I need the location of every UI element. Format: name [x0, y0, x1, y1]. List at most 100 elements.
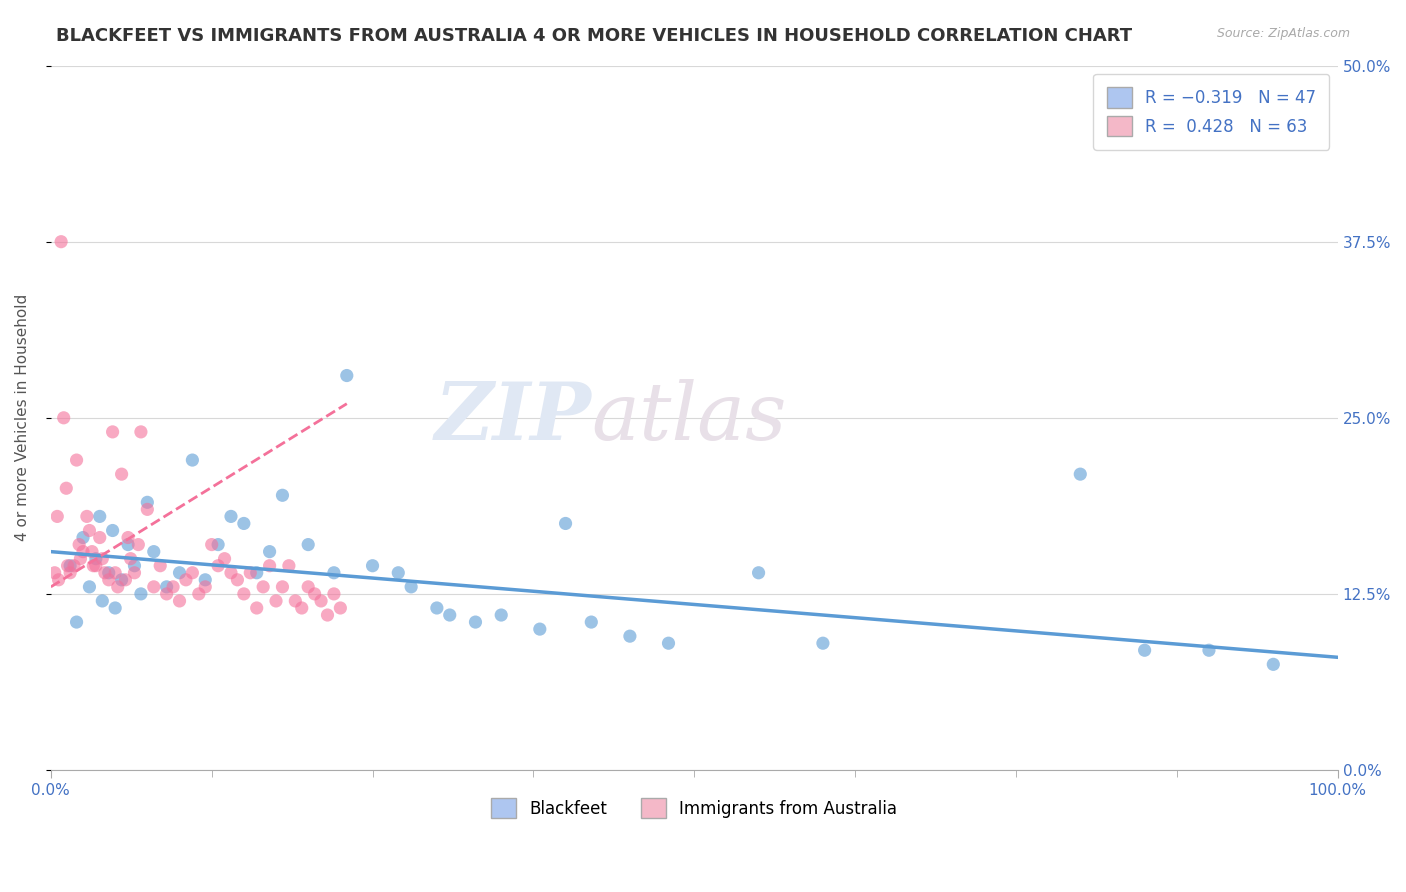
- Point: [304, 587, 326, 601]
- Point: [259, 558, 281, 573]
- Y-axis label: 4 or more Vehicles in Household: 4 or more Vehicles in Household: [15, 294, 30, 541]
- Point: [48, 573, 70, 587]
- Point: [264, 594, 287, 608]
- Point: [97, 566, 120, 580]
- Point: [246, 601, 269, 615]
- Point: [201, 538, 224, 552]
- Point: [464, 615, 486, 629]
- Point: [67, 538, 90, 552]
- Point: [214, 551, 236, 566]
- Point: [136, 495, 159, 509]
- Point: [120, 551, 142, 566]
- Point: [297, 538, 319, 552]
- Point: [79, 580, 101, 594]
- Text: ZIP: ZIP: [434, 379, 592, 457]
- Text: Source: ZipAtlas.com: Source: ZipAtlas.com: [1216, 27, 1350, 40]
- Point: [277, 558, 299, 573]
- Point: [554, 516, 576, 531]
- Point: [142, 580, 165, 594]
- Point: [1133, 643, 1156, 657]
- Point: [194, 580, 217, 594]
- Point: [219, 509, 242, 524]
- Point: [1198, 643, 1220, 657]
- Point: [271, 580, 294, 594]
- Point: [65, 453, 87, 467]
- Point: [59, 558, 82, 573]
- Point: [124, 558, 146, 573]
- Point: [72, 531, 94, 545]
- Point: [136, 502, 159, 516]
- Point: [181, 566, 204, 580]
- Point: [1069, 467, 1091, 482]
- Point: [129, 425, 152, 439]
- Point: [97, 573, 120, 587]
- Point: [399, 580, 422, 594]
- Point: [297, 580, 319, 594]
- Point: [107, 580, 129, 594]
- Point: [271, 488, 294, 502]
- Point: [1263, 657, 1285, 672]
- Point: [69, 551, 91, 566]
- Point: [329, 601, 352, 615]
- Point: [489, 607, 512, 622]
- Point: [124, 566, 146, 580]
- Point: [181, 453, 204, 467]
- Point: [169, 594, 191, 608]
- Point: [59, 566, 82, 580]
- Point: [194, 573, 217, 587]
- Point: [104, 601, 127, 615]
- Point: [82, 558, 104, 573]
- Point: [65, 615, 87, 629]
- Point: [117, 531, 139, 545]
- Point: [117, 538, 139, 552]
- Point: [91, 594, 114, 608]
- Point: [101, 524, 124, 538]
- Point: [104, 566, 127, 580]
- Point: [219, 566, 242, 580]
- Point: [91, 551, 114, 566]
- Point: [207, 558, 229, 573]
- Point: [114, 573, 136, 587]
- Point: [361, 558, 384, 573]
- Point: [46, 509, 69, 524]
- Point: [811, 636, 834, 650]
- Point: [239, 566, 262, 580]
- Legend: Blackfeet, Immigrants from Australia: Blackfeet, Immigrants from Australia: [485, 791, 904, 825]
- Point: [336, 368, 359, 383]
- Point: [323, 587, 346, 601]
- Point: [44, 566, 66, 580]
- Point: [52, 410, 75, 425]
- Point: [49, 235, 72, 249]
- Point: [174, 573, 197, 587]
- Point: [187, 587, 209, 601]
- Point: [323, 566, 346, 580]
- Point: [129, 587, 152, 601]
- Point: [284, 594, 307, 608]
- Point: [426, 601, 449, 615]
- Point: [259, 544, 281, 558]
- Point: [55, 481, 77, 495]
- Point: [76, 509, 98, 524]
- Point: [291, 601, 314, 615]
- Point: [619, 629, 641, 643]
- Point: [72, 544, 94, 558]
- Point: [79, 524, 101, 538]
- Point: [94, 566, 117, 580]
- Point: [110, 573, 132, 587]
- Point: [169, 566, 191, 580]
- Text: atlas: atlas: [592, 379, 787, 457]
- Point: [529, 622, 551, 636]
- Point: [162, 580, 184, 594]
- Point: [226, 573, 249, 587]
- Point: [84, 558, 107, 573]
- Point: [56, 558, 79, 573]
- Point: [127, 538, 149, 552]
- Point: [246, 566, 269, 580]
- Point: [232, 516, 254, 531]
- Point: [156, 587, 179, 601]
- Point: [80, 544, 103, 558]
- Point: [63, 558, 86, 573]
- Point: [581, 615, 603, 629]
- Point: [89, 509, 111, 524]
- Point: [84, 551, 107, 566]
